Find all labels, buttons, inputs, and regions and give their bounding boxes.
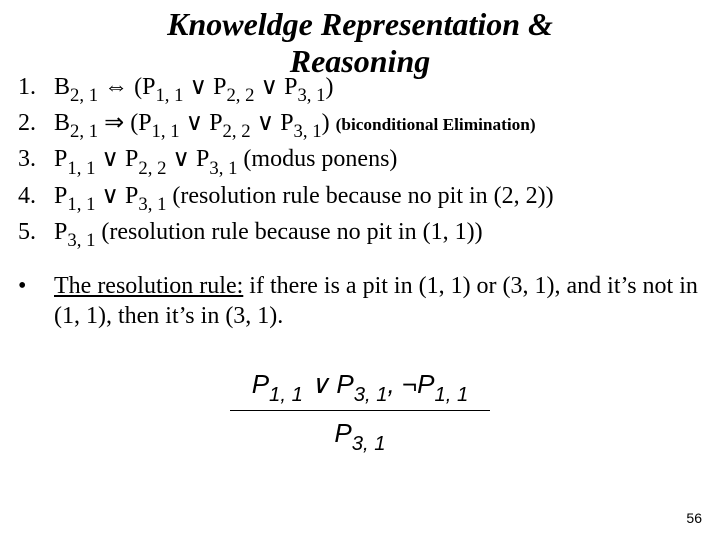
rule-conclusion: P3, 1: [0, 419, 720, 453]
rule-premise: P1, 1 ∨ P3, 1, ¬P1, 1: [0, 370, 720, 404]
content-list: 1. B2, 1 ⇔ (P1, 1 ∨ P2, 2 ∨ P3, 1) 2. B2…: [18, 72, 698, 333]
item-number: 5.: [18, 217, 54, 247]
item-number: 3.: [18, 144, 54, 174]
list-item-2: 2. B2, 1 ⇒ (P1, 1 ∨ P2, 2 ∨ P3, 1) (bico…: [18, 108, 698, 142]
spacer: [18, 253, 698, 271]
item-content: P1, 1 ∨ P3, 1 (resolution rule because n…: [54, 181, 698, 215]
item-number: 1.: [18, 72, 54, 102]
list-item-5: 5. P3, 1 (resolution rule because no pit…: [18, 217, 698, 251]
item-content: P3, 1 (resolution rule because no pit in…: [54, 217, 698, 251]
slide-title: Knoweldge Representation & Reasoning: [0, 0, 720, 80]
annotation-resolution-22: (resolution rule because no pit in (2, 2…: [166, 183, 553, 209]
bullet-icon: •: [18, 271, 54, 301]
item-content: B2, 1 ⇔ (P1, 1 ∨ P2, 2 ∨ P3, 1): [54, 72, 698, 106]
rule-divider: [230, 410, 490, 411]
slide: Knoweldge Representation & Reasoning 1. …: [0, 0, 720, 540]
item-content: P1, 1 ∨ P2, 2 ∨ P3, 1 (modus ponens): [54, 144, 698, 178]
list-item-1: 1. B2, 1 ⇔ (P1, 1 ∨ P2, 2 ∨ P3, 1): [18, 72, 698, 106]
resolution-rule-label: The resolution rule:: [54, 273, 243, 299]
title-line-1: Knoweldge Representation &: [167, 6, 553, 42]
list-item-4: 4. P1, 1 ∨ P3, 1 (resolution rule becaus…: [18, 181, 698, 215]
item-number: 2.: [18, 108, 54, 138]
annotation-modus-ponens: (modus ponens): [237, 146, 397, 172]
inference-rule-display: P1, 1 ∨ P3, 1, ¬P1, 1 P3, 1: [0, 370, 720, 454]
resolution-text: The resolution rule: if there is a pit i…: [54, 271, 698, 331]
item-number: 4.: [18, 181, 54, 211]
page-number: 56: [686, 510, 702, 526]
list-item-3: 3. P1, 1 ∨ P2, 2 ∨ P3, 1 (modus ponens): [18, 144, 698, 178]
item-content: B2, 1 ⇒ (P1, 1 ∨ P2, 2 ∨ P3, 1) (bicondi…: [54, 108, 698, 142]
annotation-biconditional: (biconditional Elimination): [336, 115, 536, 134]
resolution-bullet: • The resolution rule: if there is a pit…: [18, 271, 698, 331]
annotation-resolution-11: (resolution rule because no pit in (1, 1…: [95, 219, 482, 245]
